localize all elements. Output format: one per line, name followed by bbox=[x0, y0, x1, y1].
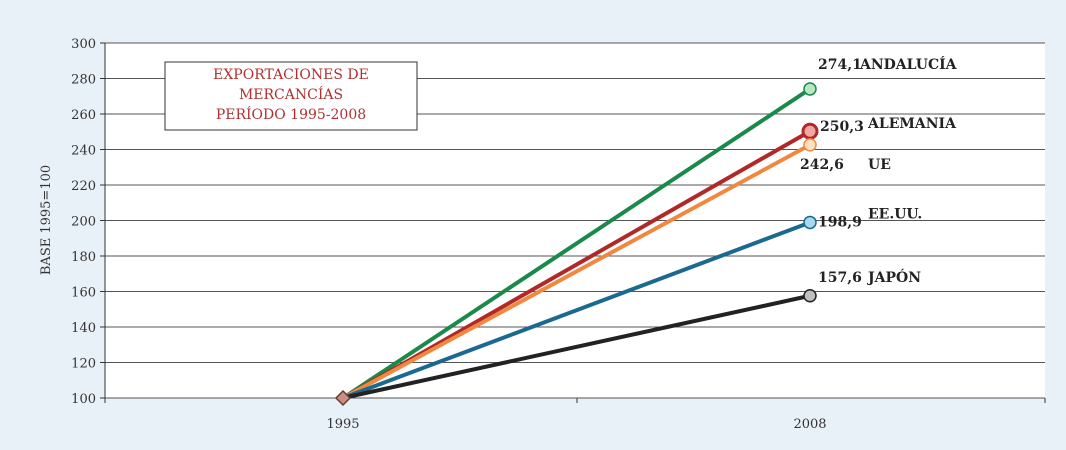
end-marker-2 bbox=[803, 138, 817, 152]
value-label-0: 274,1 bbox=[818, 57, 862, 73]
series-ee.uu.: 198,9 EE.UU. bbox=[341, 206, 922, 400]
value-label-4: 157,6 bbox=[818, 270, 862, 286]
series-line-0 bbox=[341, 86, 812, 400]
series-line-1 bbox=[341, 129, 812, 400]
end-marker-0 bbox=[803, 82, 817, 96]
y-tick-label-120: 120 bbox=[71, 357, 96, 372]
y-tick-label-140: 140 bbox=[71, 321, 96, 336]
x-tick-label-1995: 1995 bbox=[326, 417, 359, 432]
start-marker bbox=[334, 389, 352, 407]
series-ue: 242,6 UE bbox=[341, 138, 891, 400]
y-axis: 100 120 140 160 180 200 220 240 260 280 300 bbox=[71, 37, 106, 407]
chart-title-line-3: PERÍODO 1995-2008 bbox=[216, 105, 366, 123]
series-line-4 bbox=[341, 293, 812, 400]
series-alemania: 250,3 ALEMANIA bbox=[341, 116, 957, 400]
end-marker-1 bbox=[801, 122, 819, 140]
series-japón: 157,6 JAPÓN bbox=[341, 268, 921, 400]
x-axis: 1995 2008 bbox=[104, 398, 1046, 432]
end-marker-3 bbox=[803, 215, 817, 230]
series-name-label-3: EE.UU. bbox=[868, 206, 922, 222]
y-axis-label: BASE 1995=100 bbox=[39, 165, 54, 275]
value-label-1: 250,3 bbox=[820, 119, 864, 135]
series-line-2 bbox=[341, 142, 812, 400]
chart-title-line-1: EXPORTACIONES DE bbox=[213, 67, 369, 83]
series-name-label-2: UE bbox=[868, 157, 891, 173]
value-label-3: 198,9 bbox=[818, 214, 862, 230]
y-tick-label-240: 240 bbox=[71, 144, 96, 159]
y-tick-label-220: 220 bbox=[71, 179, 96, 194]
end-marker-4 bbox=[803, 289, 817, 303]
y-tick-label-280: 280 bbox=[71, 73, 96, 88]
series-name-label-0: ANDALUCÍA bbox=[859, 55, 958, 73]
chart-title-line-2: MERCANCÍAS bbox=[239, 85, 343, 103]
series-name-label-1: ALEMANIA bbox=[867, 116, 957, 132]
y-tick-label-260: 260 bbox=[71, 108, 96, 123]
y-tick-label-160: 160 bbox=[71, 286, 96, 301]
x-tick-label-2008: 2008 bbox=[793, 417, 826, 432]
title-box: EXPORTACIONES DE MERCANCÍAS PERÍODO 1995… bbox=[164, 61, 418, 131]
series-line-3 bbox=[341, 220, 812, 400]
value-label-2: 242,6 bbox=[800, 157, 844, 173]
series-name-label-4: JAPÓN bbox=[866, 268, 921, 286]
y-tick-label-180: 180 bbox=[71, 250, 96, 265]
y-tick-label-100: 100 bbox=[71, 392, 96, 407]
y-tick-label-200: 200 bbox=[71, 215, 96, 230]
y-tick-label-300: 300 bbox=[71, 37, 96, 52]
